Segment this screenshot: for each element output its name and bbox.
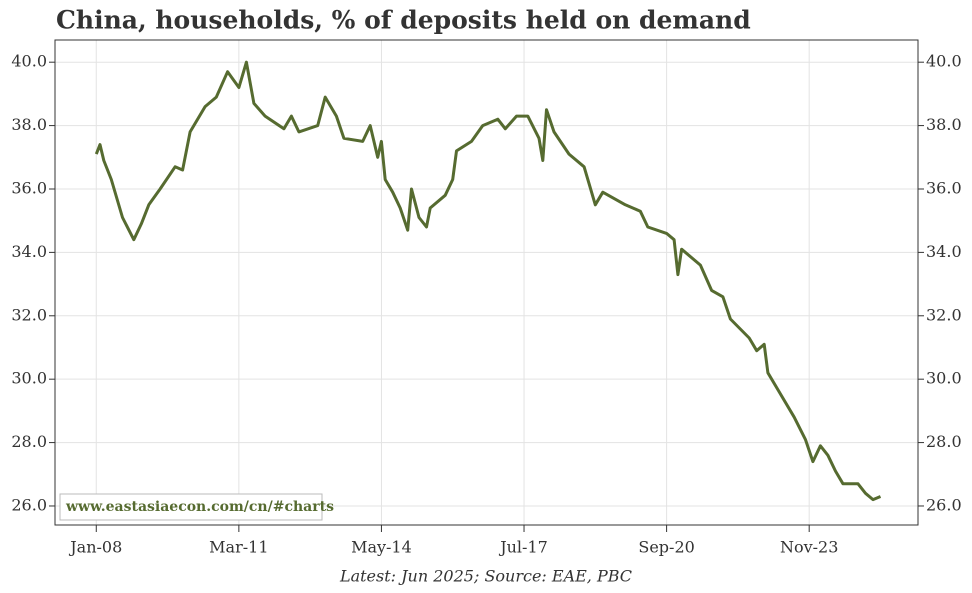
y-tick-label: 38.0	[11, 115, 47, 134]
y-tick-label: 40.0	[11, 52, 47, 71]
x-tick-label: May-14	[351, 538, 412, 557]
data-line	[94, 60, 882, 502]
watermark-box	[59, 493, 323, 521]
y-tick-label: 26.0	[11, 495, 47, 514]
plot-frame	[54, 39, 919, 526]
y2-tick-label: 36.0	[926, 178, 962, 197]
y2-tick-label: 40.0	[926, 52, 962, 71]
x-tick-label: Sep-20	[638, 538, 694, 557]
x-tick-label: Mar-11	[209, 538, 268, 557]
y-tick-label: 30.0	[11, 369, 47, 388]
watermark: www.eastasiaecon.com/cn/#charts	[65, 499, 334, 515]
y2-tick-label: 32.0	[926, 305, 962, 324]
y-tick-label: 32.0	[11, 305, 47, 324]
y2-tick-label: 34.0	[926, 242, 962, 261]
x-tick-label: Jul-17	[498, 538, 548, 557]
y-tick-label: 34.0	[11, 242, 47, 261]
x-tick-label: Nov-23	[780, 538, 838, 557]
x-tick-label: Jan-08	[68, 538, 122, 557]
y2-tick-label: 38.0	[926, 115, 962, 134]
source-note: Latest: Jun 2025; Source: EAE, PBC	[339, 567, 632, 586]
y-tick-label: 36.0	[11, 178, 47, 197]
y2-tick-label: 28.0	[926, 432, 962, 451]
y-tick-label: 28.0	[11, 432, 47, 451]
y2-tick-label: 30.0	[926, 369, 962, 388]
y2-tick-label: 26.0	[926, 495, 962, 514]
chart-title: China, households, % of deposits held on…	[56, 6, 751, 35]
